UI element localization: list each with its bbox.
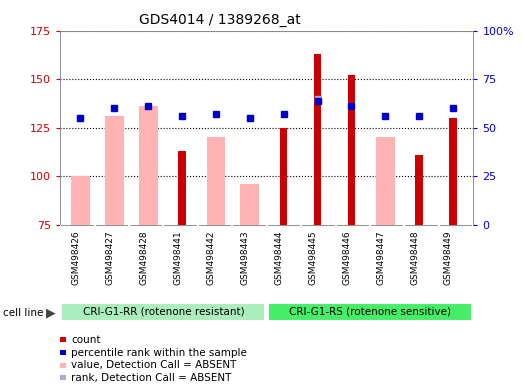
Bar bbox=[449, 118, 457, 225]
Bar bbox=[280, 128, 288, 225]
Text: ▶: ▶ bbox=[47, 306, 56, 319]
Bar bbox=[415, 155, 423, 225]
Text: rank, Detection Call = ABSENT: rank, Detection Call = ABSENT bbox=[71, 373, 232, 383]
Text: GSM498444: GSM498444 bbox=[275, 231, 283, 285]
Bar bbox=[348, 75, 355, 225]
Bar bbox=[105, 116, 123, 225]
Text: GSM498441: GSM498441 bbox=[173, 231, 182, 285]
Text: CRI-G1-RR (rotenone resistant): CRI-G1-RR (rotenone resistant) bbox=[83, 307, 244, 317]
Bar bbox=[207, 137, 225, 225]
Text: GDS4014 / 1389268_at: GDS4014 / 1389268_at bbox=[139, 13, 301, 27]
Text: GSM498447: GSM498447 bbox=[376, 231, 385, 285]
Bar bbox=[241, 184, 259, 225]
Text: GSM498442: GSM498442 bbox=[207, 231, 216, 285]
Text: count: count bbox=[71, 335, 100, 345]
Text: GSM498448: GSM498448 bbox=[410, 231, 419, 285]
Text: GSM498445: GSM498445 bbox=[309, 231, 317, 285]
FancyBboxPatch shape bbox=[268, 303, 472, 321]
Text: CRI-G1-RS (rotenone sensitive): CRI-G1-RS (rotenone sensitive) bbox=[289, 307, 451, 317]
Text: GSM498426: GSM498426 bbox=[72, 231, 81, 285]
Text: cell line: cell line bbox=[3, 308, 43, 318]
Bar bbox=[178, 151, 186, 225]
Bar bbox=[376, 137, 394, 225]
FancyBboxPatch shape bbox=[61, 303, 266, 321]
Text: GSM498427: GSM498427 bbox=[105, 231, 115, 285]
Text: GSM498443: GSM498443 bbox=[241, 231, 250, 285]
Bar bbox=[314, 54, 321, 225]
Text: percentile rank within the sample: percentile rank within the sample bbox=[71, 348, 247, 358]
Text: GSM498428: GSM498428 bbox=[139, 231, 148, 285]
Text: value, Detection Call = ABSENT: value, Detection Call = ABSENT bbox=[71, 360, 236, 370]
Text: GSM498446: GSM498446 bbox=[343, 231, 351, 285]
Bar bbox=[139, 106, 157, 225]
Text: GSM498449: GSM498449 bbox=[444, 231, 453, 285]
Bar bbox=[71, 176, 90, 225]
